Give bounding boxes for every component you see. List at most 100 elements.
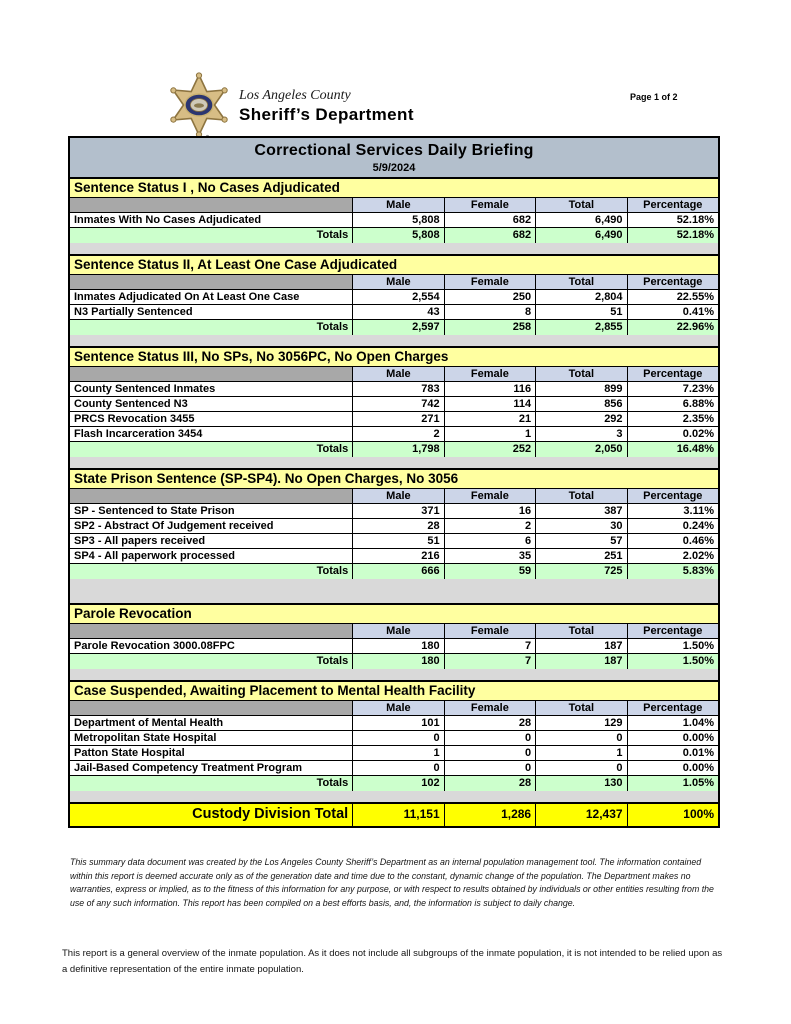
table-row: Inmates Adjudicated On At Least One Case… [70,290,718,305]
column-header-row: Male Female Total Percentage [70,275,718,290]
row-value: 0.46% [626,534,718,548]
row-label: Metropolitan State Hospital [74,732,217,744]
column-header: Percentage [626,198,718,212]
totals-value: 725 [535,564,626,579]
section-title: Sentence Status II, At Least One Case Ad… [70,256,718,275]
section-spacer [70,243,718,256]
totals-value: 7 [443,654,535,669]
totals-value: 2,855 [535,320,626,335]
totals-value: 666 [352,564,443,579]
row-label: Jail-Based Competency Treatment Program [74,762,303,774]
row-label: SP - Sentenced to State Prison [74,505,235,517]
row-value: 0 [443,746,535,760]
column-header: Percentage [626,624,718,638]
row-value: 2 [443,519,535,533]
table-row: SP4 - All paperwork processed 216 35 251 2.0… [70,549,718,564]
totals-value: 180 [352,654,443,669]
report-date: 5/9/2024 [372,162,416,174]
column-header-row: Male Female Total Percentage [70,701,718,716]
section-title: Sentence Status III, No SPs, No 3056PC, … [70,348,718,367]
column-header: Female [443,624,536,638]
totals-row: Totals 102 28 130 1.05% [70,776,718,791]
column-header: Female [443,701,536,715]
row-value: 0.41% [626,305,718,319]
row-value: 1 [352,746,443,760]
grand-total-male: 11,151 [352,804,443,826]
disclaimer-text: This summary data document was created b… [70,857,714,908]
row-label: Patton State Hospital [74,747,185,759]
report-section: Parole Revocation Male Female Total Percenta… [70,605,718,669]
totals-row: Totals 1,798 252 2,050 16.48% [70,442,718,457]
row-value: 2,554 [352,290,443,304]
section-title: Case Suspended, Awaiting Placement to Me… [70,682,718,701]
corner-cell [70,489,353,503]
row-label: PRCS Revocation 3455 [74,413,195,425]
row-label: SP2 - Abstract Of Judgement received [74,520,274,532]
row-value: 899 [535,382,626,396]
table-row: County Sentenced Inmates 783 116 899 7.23% [70,382,718,397]
table-row: Metropolitan State Hospital 0 0 0 0.00% [70,731,718,746]
grand-total-total: 12,437 [535,804,626,826]
row-value: 7.23% [626,382,718,396]
row-value: 2,804 [535,290,626,304]
column-header: Percentage [626,701,718,715]
column-header: Female [443,275,536,289]
row-value: 0.24% [626,519,718,533]
row-value: 30 [535,519,626,533]
totals-value: 28 [443,776,535,791]
totals-label: Totals [316,443,349,455]
row-value: 216 [352,549,443,563]
totals-value: 258 [443,320,535,335]
report-title-bar: Correctional Services Daily Briefing 5/9… [70,138,718,179]
column-header: Male [352,367,444,381]
row-value: 783 [352,382,443,396]
row-value: 0 [535,731,626,745]
row-value: 742 [352,397,443,411]
row-label: Flash Incarceration 3454 [74,428,203,440]
report-section: Sentence Status II, At Least One Case Ad… [70,256,718,335]
table-row: SP3 - All papers received 51 6 57 0.46% [70,534,718,549]
row-value: 0 [352,761,443,775]
corner-cell [70,701,353,715]
totals-label: Totals [316,229,349,241]
column-header: Male [352,701,444,715]
column-header-row: Male Female Total Percentage [70,198,718,213]
totals-value: 2,597 [352,320,443,335]
row-value: 5,808 [352,213,443,227]
row-value: 114 [443,397,535,411]
totals-value: 1.50% [626,654,718,669]
row-value: 8 [443,305,535,319]
row-value: 0.02% [626,427,718,441]
column-header: Female [443,367,536,381]
totals-row: Totals 666 59 725 5.83% [70,564,718,579]
table-row: Flash Incarceration 3454 2 1 3 0.02% [70,427,718,442]
column-header: Female [443,198,536,212]
totals-row: Totals 2,597 258 2,855 22.96% [70,320,718,335]
column-header: Total [535,701,627,715]
totals-value: 187 [535,654,626,669]
row-value: 16 [443,504,535,518]
section-title: Sentence Status I , No Cases Adjudicated [70,179,718,198]
table-row: N3 Partially Sentenced 43 8 51 0.41% [70,305,718,320]
report-section: Sentence Status I , No Cases Adjudicated… [70,179,718,243]
lasd-star-badge-icon [170,72,228,139]
table-row: PRCS Revocation 3455 271 21 292 2.35% [70,412,718,427]
totals-value: 1.05% [626,776,718,791]
sections-container: Sentence Status I , No Cases Adjudicated… [70,179,718,804]
row-value: 52.18% [626,213,718,227]
page-number-label: Page 1 of 2 [630,92,678,102]
totals-value: 5.83% [626,564,718,579]
row-value: 101 [352,716,443,730]
row-value: 187 [535,639,626,653]
row-value: 6.88% [626,397,718,411]
row-label: SP4 - All paperwork processed [74,550,235,562]
table-row: Parole Revocation 3000.08FPC 180 7 187 1.50% [70,639,718,654]
row-label: County Sentenced N3 [74,398,188,410]
row-label: SP3 - All papers received [74,535,206,547]
row-value: 22.55% [626,290,718,304]
row-value: 0 [535,761,626,775]
totals-value: 59 [443,564,535,579]
row-label: Department of Mental Health [74,717,224,729]
table-row: SP - Sentenced to State Prison 371 16 387 3.… [70,504,718,519]
totals-value: 16.48% [626,442,718,457]
